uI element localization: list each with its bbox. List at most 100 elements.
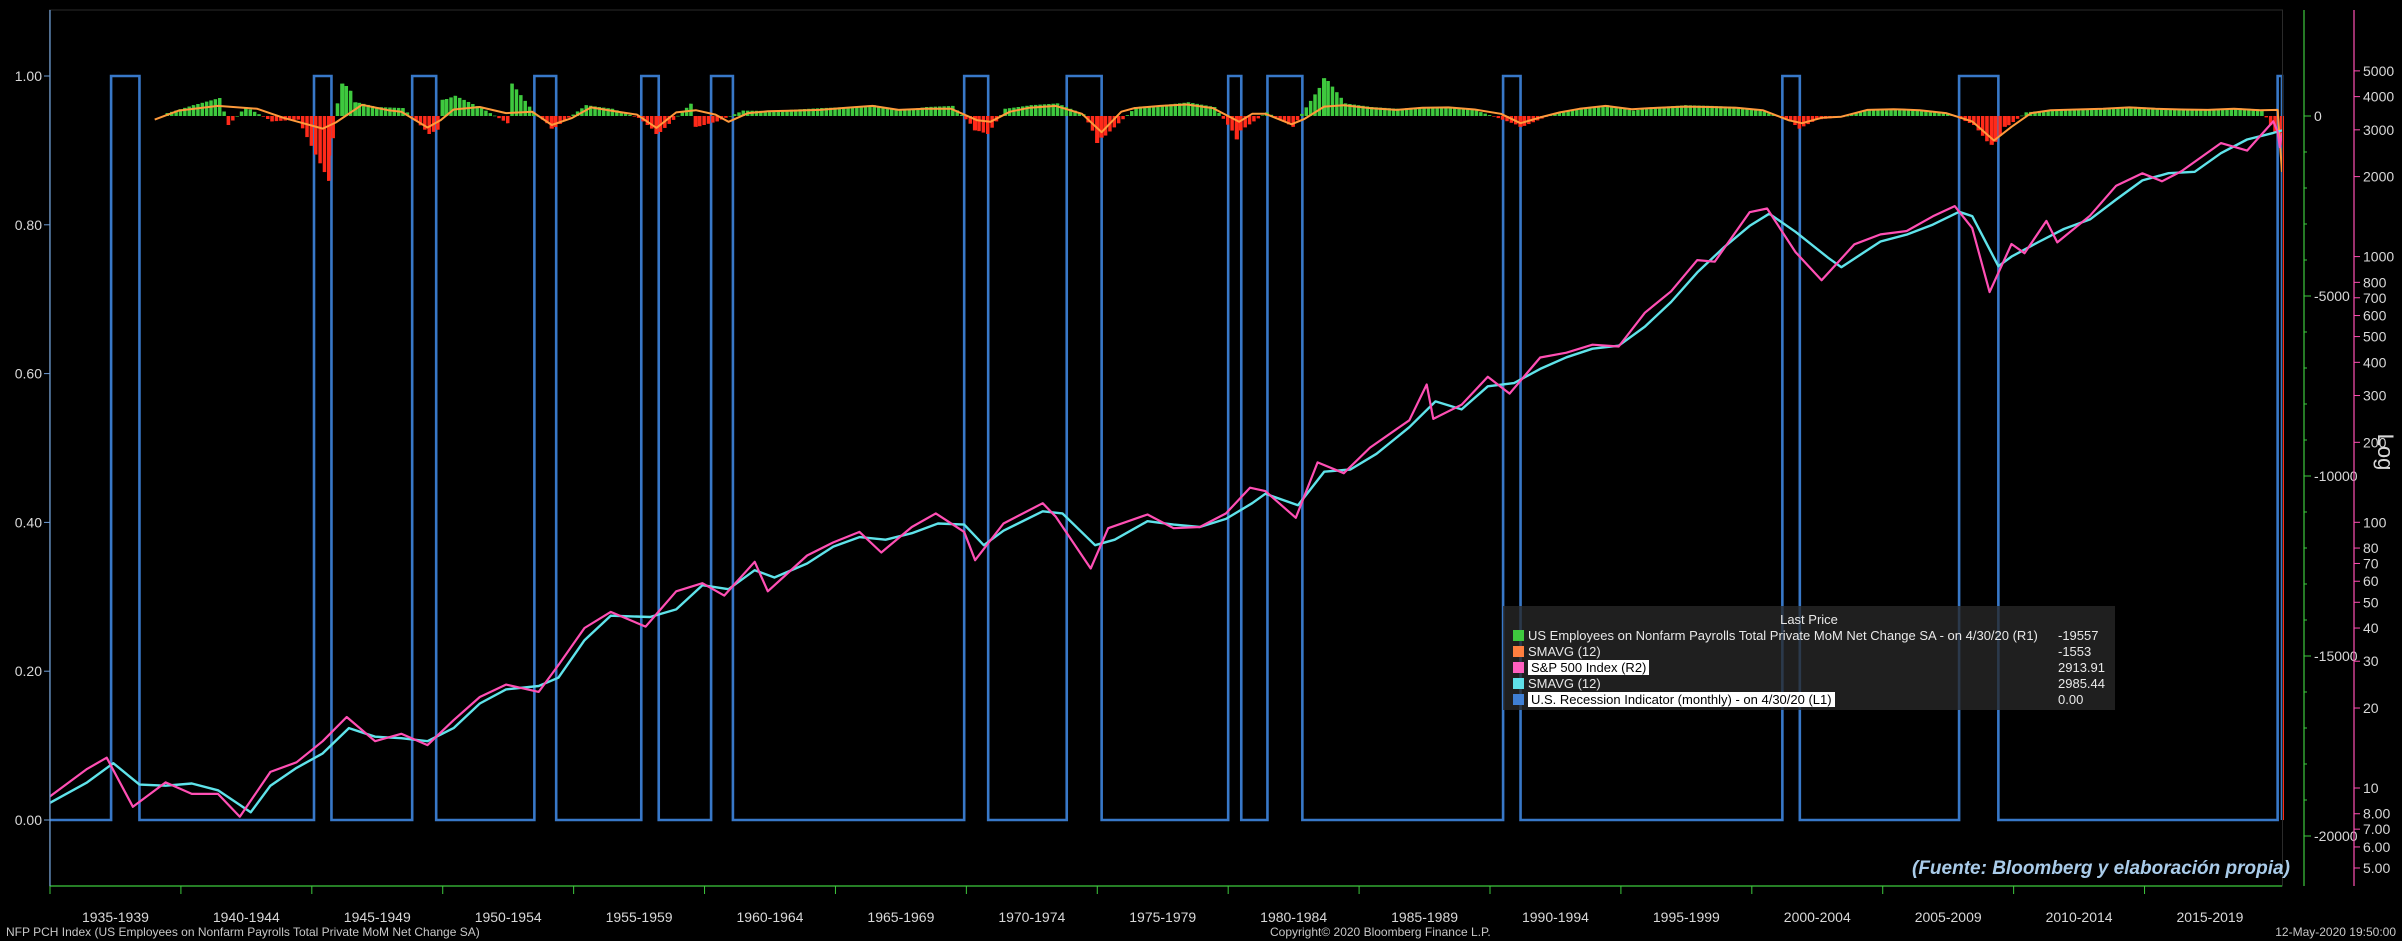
nfp-bar: [732, 114, 737, 116]
x-tick-label: 1935-1939: [82, 909, 149, 925]
nfp-bar: [1016, 107, 1021, 116]
nfp-bar: [1496, 116, 1501, 119]
nfp-bar: [427, 116, 430, 134]
nfp-bar: [1614, 107, 1618, 116]
nfp-bar: [510, 83, 513, 116]
nfp-bar: [1727, 106, 1732, 116]
nfp-bar: [1618, 107, 1623, 116]
nfp-bar: [2024, 112, 2027, 116]
nfp-bar: [213, 99, 218, 116]
nfp-bar: [855, 106, 859, 116]
nfp-bar: [1492, 116, 1496, 117]
nfp-bar: [1876, 109, 1880, 116]
right2-tick-label: 600: [2363, 308, 2387, 324]
nfp-bar: [859, 106, 863, 116]
nfp-bar: [2216, 109, 2221, 116]
nfp-bar: [1679, 105, 1684, 116]
series-lines: [49, 103, 2284, 818]
nfp-bar: [737, 112, 741, 116]
nfp-bar: [266, 116, 270, 119]
nfp-bar: [833, 107, 837, 116]
left-tick-label: 0.40: [15, 514, 42, 530]
right2-tick-label: 60: [2363, 573, 2379, 589]
nfp-bar: [1287, 116, 1291, 125]
nfp-bar: [375, 107, 378, 116]
nfp-bar: [1688, 105, 1693, 116]
nfp-bar: [1802, 116, 1806, 127]
nfp-bar: [235, 116, 239, 117]
nfp-bar: [2020, 115, 2024, 117]
nfp-bar: [2177, 108, 2181, 116]
nfp-bar: [933, 106, 938, 116]
nfp-bar: [1898, 108, 1902, 116]
nfp-bar: [479, 108, 482, 116]
nfp-bar: [2103, 108, 2106, 116]
nfp-bar: [1448, 107, 1451, 116]
nfp-bar: [2207, 109, 2210, 116]
nfp-bar: [1221, 116, 1226, 119]
nfp-bar: [924, 107, 927, 116]
nfp-bar: [200, 102, 205, 116]
nfp-bar: [532, 112, 535, 116]
nfp-bar: [798, 109, 802, 116]
nfp-bar: [2212, 109, 2216, 116]
nfp-bar: [1972, 116, 1975, 125]
nfp-bar: [2015, 116, 2020, 119]
nfp-bar: [1282, 116, 1287, 122]
nfp-bar: [1169, 104, 1173, 116]
nfp-bar: [715, 116, 718, 122]
nfp-bar: [1418, 107, 1422, 116]
nfp-bar: [1356, 105, 1361, 116]
nfp-bar: [1370, 107, 1372, 116]
nfp-bar: [1247, 116, 1252, 125]
nfp-bar: [2242, 108, 2247, 116]
nfp-bar: [475, 106, 479, 116]
nfp-bar: [2247, 108, 2251, 116]
nfp-bar: [1470, 110, 1474, 116]
nfp-bar: [558, 116, 562, 124]
nfp-bar: [1226, 116, 1230, 125]
sp500-line: [49, 120, 2284, 818]
nfp-bar: [1361, 105, 1365, 116]
nfp-bar: [767, 110, 770, 116]
nfp-bar: [1400, 108, 1405, 116]
nfp-bar: [331, 116, 335, 139]
nfp-bar: [2046, 110, 2050, 116]
nfp-bar: [916, 108, 920, 116]
nfp-bar: [606, 108, 610, 116]
nfp-bar: [1431, 107, 1435, 116]
nfp-bar: [342, 83, 345, 116]
nfp-bar: [1335, 92, 1339, 116]
nfp-bar: [370, 105, 375, 116]
footer-copyright: Copyright© 2020 Bloomberg Finance L.P.: [1270, 925, 1491, 939]
nfp-bar: [828, 107, 833, 116]
nfp-bar: [2107, 107, 2111, 116]
nfp-bar: [656, 116, 659, 134]
nfp-bar: [1042, 104, 1047, 116]
nfp-bar: [1077, 112, 1082, 116]
right1-tick-label: 0: [2314, 108, 2322, 124]
nfp-bar: [1435, 107, 1439, 116]
nfp-bar: [1186, 102, 1189, 116]
nfp-bar: [1064, 107, 1069, 116]
nfp-bar: [842, 107, 846, 116]
right1-tick-label: -15000: [2314, 648, 2358, 664]
footer: NFP PCH Index (US Employees on Nonfarm P…: [6, 925, 2396, 939]
nfp-bar: [802, 109, 807, 116]
nfp-bar: [1479, 112, 1483, 116]
nfp-bar: [2098, 108, 2103, 116]
nfp-bar: [204, 101, 209, 116]
x-tick-label: 1985-1989: [1391, 909, 1458, 925]
nfp-bar: [1710, 105, 1713, 116]
nfp-bar: [335, 103, 338, 116]
nfp-bar: [261, 116, 266, 117]
nfp-bar: [894, 109, 898, 116]
nfp-bar: [820, 108, 823, 116]
nfp-bar: [1178, 103, 1182, 116]
left-tick-label: 0.20: [15, 663, 42, 679]
nfp-bar: [1095, 116, 1099, 143]
nfp-bar: [1003, 108, 1006, 116]
nfp-bar: [1156, 105, 1160, 116]
nfp-smavg-line: [154, 103, 2283, 172]
nfp-bar: [1217, 112, 1221, 116]
